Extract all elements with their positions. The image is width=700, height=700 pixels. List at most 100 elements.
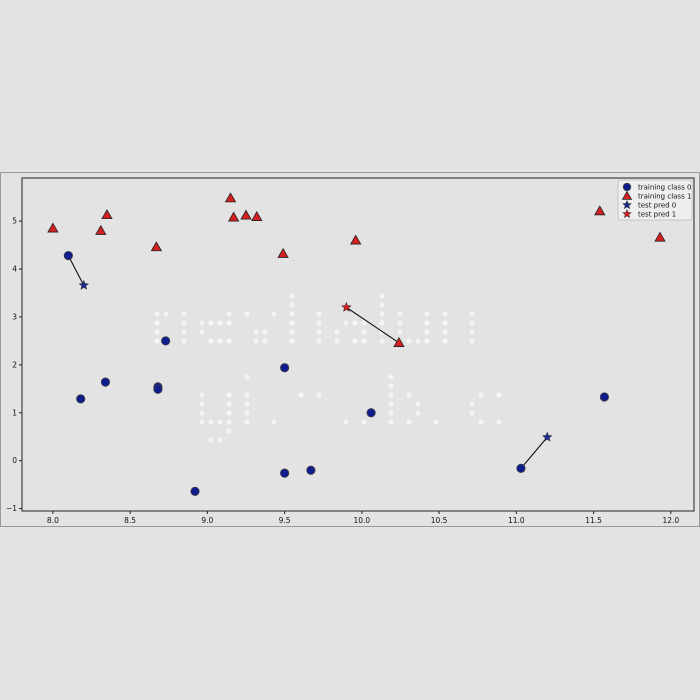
watermark-dot [226, 338, 232, 344]
watermark-dot [361, 338, 367, 344]
watermark-dot [199, 329, 205, 335]
legend-marker [622, 182, 632, 192]
watermark-dot [217, 437, 223, 443]
data-point [594, 205, 606, 216]
y-tick-label: 1 [12, 408, 17, 417]
watermark-dot [208, 338, 214, 344]
data-point [599, 392, 610, 402]
watermark-dot [289, 320, 295, 326]
watermark-dot [244, 374, 250, 380]
legend-label: test pred 0 [638, 202, 676, 210]
watermark-dot [469, 410, 475, 416]
watermark-dot [199, 410, 205, 416]
watermark-dot [208, 320, 214, 326]
y-tick-label: 2 [12, 360, 17, 369]
watermark-dot [316, 392, 322, 398]
watermark-dot [154, 329, 160, 335]
watermark-dot [226, 428, 232, 434]
watermark-dot [352, 320, 358, 326]
watermark-dot [262, 338, 268, 344]
watermark-dot [415, 401, 421, 407]
x-tick-label: 10.0 [354, 516, 371, 525]
legend-marker [621, 190, 633, 200]
watermark-dot [361, 419, 367, 425]
watermark-dot [469, 320, 475, 326]
watermark-dot [469, 329, 475, 335]
data-points [47, 192, 666, 496]
data-point [190, 486, 200, 496]
watermark-dot [469, 338, 475, 344]
data-point [153, 384, 163, 394]
y-tick-label: 5 [12, 217, 17, 226]
watermark-dot [154, 338, 160, 344]
watermark-dot [406, 419, 412, 425]
legend-marker [622, 199, 632, 210]
watermark-dot [334, 329, 340, 335]
legend-marker [622, 208, 632, 219]
watermark-dot [244, 311, 250, 317]
data-point [277, 247, 289, 258]
data-point [47, 222, 59, 233]
watermark-dot [397, 329, 403, 335]
legend-label: training class 1 [638, 193, 691, 201]
watermark-dot [244, 419, 250, 425]
x-tick-label: 11.0 [508, 516, 525, 525]
axes-frame [21, 177, 695, 512]
watermark-dot [397, 311, 403, 317]
legend-label: test pred 1 [638, 211, 676, 219]
watermark-dot [496, 392, 502, 398]
data-point [227, 211, 240, 222]
watermark-dot [478, 419, 484, 425]
watermark-dot [388, 392, 394, 398]
watermark-dot [217, 419, 223, 425]
watermark-dot [244, 392, 250, 398]
watermark-dot [289, 293, 295, 299]
data-point [101, 209, 113, 220]
watermark-dot [388, 410, 394, 416]
watermark-dot [298, 392, 304, 398]
watermark-dot [289, 311, 295, 317]
watermark-dot [442, 329, 448, 335]
connection-line [520, 436, 548, 469]
data-point [280, 468, 290, 478]
data-point [654, 231, 666, 242]
watermark-dot [361, 320, 367, 326]
watermark-dot [226, 311, 232, 317]
watermark-dot [316, 338, 322, 344]
watermark-dot [289, 302, 295, 308]
data-point [100, 377, 111, 387]
y-tick-label: −1 [6, 504, 17, 513]
watermark-dot [379, 302, 385, 308]
watermark-dot [433, 419, 439, 425]
data-point [349, 234, 362, 245]
y-tick-label: 4 [12, 265, 17, 274]
figure-frame [0, 172, 700, 527]
x-tick-label: 10.5 [431, 516, 448, 525]
connection-line [346, 306, 400, 344]
watermark-dot [199, 401, 205, 407]
data-point [63, 251, 73, 261]
x-tick-label: 8.5 [124, 516, 136, 525]
watermark-dot [262, 329, 268, 335]
watermark-dot [289, 329, 295, 335]
watermark-dot [397, 320, 403, 326]
watermark-dot [226, 320, 232, 326]
watermark-dot [217, 320, 223, 326]
watermark-dot [442, 311, 448, 317]
watermark-dot [343, 320, 349, 326]
connection-line [67, 255, 85, 286]
x-tick-label: 8.0 [47, 516, 59, 525]
x-tick-label: 9.0 [201, 516, 213, 525]
watermark-dot [415, 410, 421, 416]
watermark-dot [388, 401, 394, 407]
x-tick-label: 9.5 [279, 516, 291, 525]
watermark-dot [334, 338, 340, 344]
watermark-dot [226, 392, 232, 398]
watermark-dot [424, 338, 430, 344]
watermark-dot [478, 392, 484, 398]
watermark-dot [388, 383, 394, 389]
watermark-dot [442, 338, 448, 344]
legend-box [617, 179, 693, 221]
